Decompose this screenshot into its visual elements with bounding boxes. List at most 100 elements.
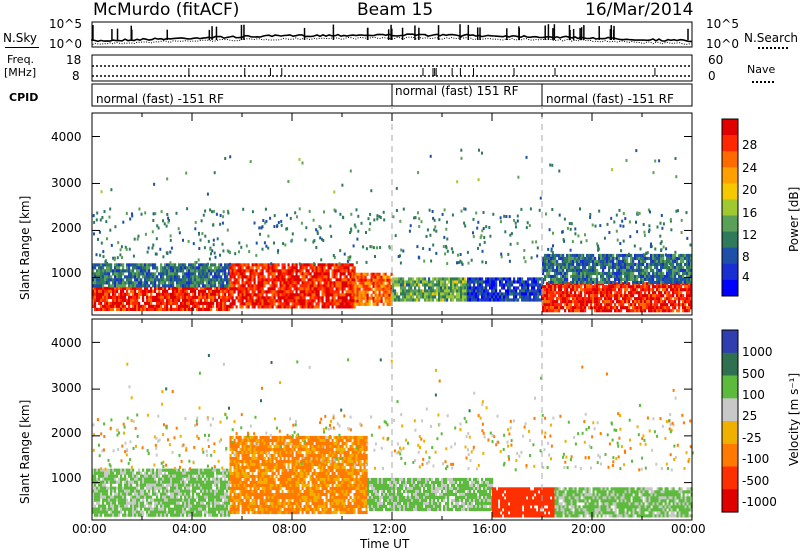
power-cell (550, 303, 553, 307)
power-cell (527, 295, 530, 299)
power-cell (188, 298, 191, 302)
power-cell (224, 275, 227, 279)
power-cell (245, 305, 248, 309)
power-cell (650, 265, 653, 270)
power-cell (477, 295, 480, 299)
power-cell (132, 275, 135, 279)
power-cell (321, 284, 324, 288)
power-cell (380, 281, 383, 285)
power-cell (349, 281, 352, 285)
power-cell (384, 296, 387, 300)
power-cell (307, 290, 310, 294)
velocity-cell (136, 495, 139, 499)
power-cell (606, 253, 609, 258)
power-cell (108, 215, 111, 219)
velocity-cell (114, 501, 117, 505)
power-cell (289, 272, 292, 276)
power-cell (307, 284, 310, 288)
power-cell (333, 208, 336, 212)
power-cell (384, 293, 387, 297)
power-cell (622, 300, 625, 304)
velocity-cell (124, 513, 127, 517)
velocity-cell (124, 510, 127, 514)
power-cell (358, 284, 361, 288)
power-cell (549, 163, 552, 167)
power-cell (190, 307, 193, 311)
velocity-cell (98, 471, 101, 475)
power-cell (102, 275, 105, 279)
power-cell (325, 290, 328, 294)
velocity-cell (154, 498, 157, 502)
power-cell (159, 247, 162, 251)
power-cell (570, 253, 573, 258)
power-cell (592, 300, 595, 304)
power-cell (331, 275, 334, 279)
power-cell (552, 262, 555, 267)
power-cell (418, 217, 421, 221)
power-cell (281, 287, 284, 291)
power-cell (241, 263, 244, 267)
power-cell (349, 299, 352, 303)
power-cell (638, 259, 641, 264)
power-cell (283, 287, 286, 291)
power-cell (92, 266, 95, 270)
power-cell (164, 281, 167, 285)
power-cell (311, 305, 314, 309)
power-cell (228, 272, 231, 276)
velocity-cell (126, 480, 129, 484)
power-cell (216, 272, 219, 276)
velocity-cell (94, 474, 97, 478)
power-cell (570, 300, 573, 304)
velocity-cell (162, 468, 165, 472)
power-cell (686, 294, 689, 298)
power-cell (525, 226, 528, 230)
velocity-cell (126, 513, 129, 517)
power-cell (551, 251, 554, 255)
power-cell (398, 298, 401, 302)
power-cell (301, 269, 304, 273)
power-cell (608, 300, 611, 304)
power-cell (158, 292, 161, 296)
power-cell (588, 274, 591, 279)
power-cell (622, 282, 625, 286)
power-cell (552, 268, 555, 273)
power-cell (291, 238, 294, 242)
power-cell (356, 287, 359, 291)
power-cell (96, 275, 99, 279)
power-cell (604, 262, 607, 267)
power-cell (110, 304, 113, 308)
power-cell (243, 263, 246, 267)
power-cell (558, 271, 561, 276)
power-cell (339, 302, 342, 306)
power-cell (568, 256, 571, 261)
power-cell (245, 293, 248, 297)
velocity-cell (98, 501, 101, 505)
velocity-cell (100, 495, 103, 499)
power-cell (354, 281, 357, 285)
power-cell (394, 292, 397, 296)
power-cell (108, 269, 111, 273)
power-cell (478, 148, 480, 152)
power-cell (275, 284, 278, 288)
velocity-cell (98, 474, 101, 478)
power-cell (209, 208, 212, 212)
power-cell (656, 256, 659, 261)
power-cell (160, 286, 163, 290)
power-cell (114, 263, 117, 267)
power-cell (281, 272, 284, 276)
power-cell (409, 224, 412, 228)
power-cell (485, 280, 488, 284)
power-cell (576, 253, 579, 258)
power-cell (552, 288, 555, 292)
power-cell (684, 300, 687, 304)
power-cell (309, 302, 312, 306)
power-cell (566, 256, 569, 261)
power-cell (620, 262, 623, 267)
power-cell (642, 280, 645, 285)
power-cell (213, 171, 216, 175)
power-cell (570, 268, 573, 273)
power-cell (239, 266, 242, 270)
power-cell (537, 277, 540, 281)
power-cell (634, 253, 637, 258)
power-cell (682, 256, 685, 261)
